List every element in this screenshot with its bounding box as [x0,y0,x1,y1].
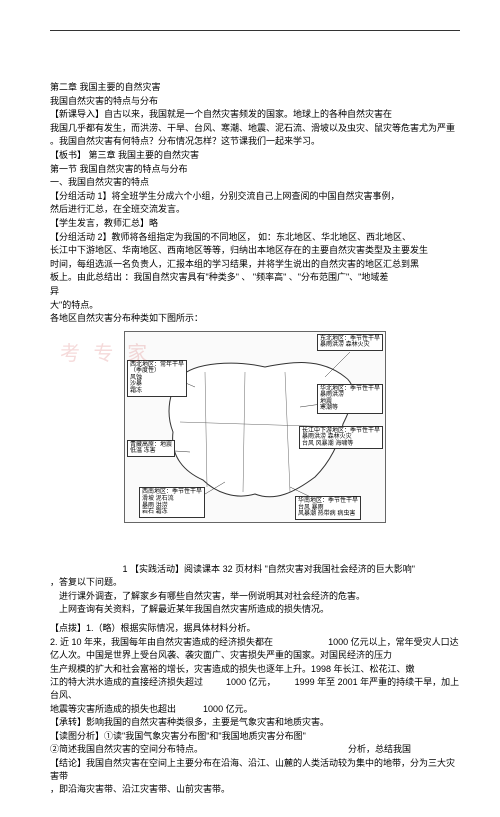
map-intro: 各地区自然灾害分布种类如下图所示： [50,312,460,325]
callout-north: 华北地区：季节性干旱暴雨洪涝地震寒潮等 [317,384,383,414]
practice-line: 1 【实践活动】阅读课本 32 页材料 "自然灾害对我国社会经济的巨大影响" [50,563,460,576]
dot1b-suf: 亿元以上，常年受灾人口达 [351,637,459,647]
callout-northwest: 西北地区：常年干旱（季度性）风蚀沙暴霜冻 [127,360,187,397]
cb-c-suf: 分析，总结我国 [348,744,411,754]
group2c: 时间，每组选派一名负责人，汇报本组的学习结果，并将学生说出的自然灾害的地区汇总到… [50,258,460,271]
cb-a: 【承转】影响我国的自然灾害种类很多，主要是气象灾害和地质灾害。 [50,716,460,729]
group2e: 异 [50,285,460,298]
section-line: 第一节 我国自然灾害的特点与分布 [50,163,460,176]
practice-page: 32 页材料 "自然灾害对我国社会经济的巨大影响" [223,564,415,574]
intro-line-3: 。我国自然灾害有何特点？分布情况怎样？这节课我们一起来学习。 [50,135,460,148]
q1: 进行课外调查，了解家乡有哪些自然灾害，举一例说明其对社会经济的危害。 [50,590,460,603]
intro-line-2: 我国几乎都有发生，而洪涝、干旱、台风、寒潮、地震、泥石流、滑坡以及虫灾、鼠灾等危… [50,122,460,135]
q2: 上网查询有关资料，了解最近某年我国自然灾害所造成的损失情况。 [50,603,460,616]
header-rule [50,30,460,31]
group2a: 【分组活动 2】教师将各组指定为我国的不同地区， 如：东北地区、华北地区、西北地… [50,231,460,244]
dot2c-pre: 江的特大洪水造成的直接经济损失超过 [50,677,203,687]
group2f: 大"的特点。 [50,299,460,312]
group2b: 长江中下游地区、华南地区、西南地区等等，归纳出本地区存在的主要自然灾害类型及主要… [50,244,460,257]
dot1a: 【点拨】1.（略）根据实际情况，据具体材料分析。 [50,622,460,635]
student-say: 【学生发言，教师汇总】略 [50,217,460,230]
point1-line: 一、我国自然灾害的特点 [50,176,460,189]
dot1b-num: 1000 [328,637,348,647]
callout-southwest: 西南地区：季节性干旱滑坡 泥石流暴雨 洪涝岩石 霜冻 [139,487,205,517]
num-1: 1 [123,564,128,574]
chapter-title: 第二章 我国主要的自然灾害 [50,81,460,94]
callout-south: 华南地区：季节性干旱台风 暴雨风暴潮 热带病 病虫害 [295,496,361,520]
board-line: 【板书】 第三章 我国主要的自然灾害 [50,149,460,162]
subtitle: 我国自然灾害的特点与分布 [50,95,460,108]
cb-b: 【读图分析】①读"我国气象灾害分布图"和"我国地质灾害分布图" [50,730,460,743]
lower-block: 1 【实践活动】阅读课本 32 页材料 "自然灾害对我国社会经济的巨大影响" ，… [50,563,460,796]
dot2d-pre: 地震等灾害所造成的损失也超出 [50,704,176,714]
dot2c-n1: 1000 亿元， [226,677,276,687]
cb-c-pre: ②简述我国自然灾害的空间分布特点。 [50,744,203,754]
practice-label: 【实践活动】阅读课本 [130,564,220,574]
cb-c: ②简述我国自然灾害的空间分布特点。 分析，总结我国 [50,743,460,756]
intro-line-1: 【新课导入】自古以来，我国就是一个自然灾害频发的国家。地球上的各种自然灾害在 [50,108,460,121]
end1: 【结论】我国自然灾害在空间上主要分布在沿海、沿江、山麓的人类活动较为集中的地带，… [50,757,460,782]
callout-tibet: 青藏高原：地震低温 冻害 [127,440,175,457]
china-map-figure: 东北地区：季节性干旱暴雨洪涝 森林火灾 西北地区：常年干旱（季度性）风蚀沙暴霜冻… [124,331,386,523]
answer-label: ，答复以下问题。 [50,576,460,589]
callout-midchina: 长江中下游地区：季节性干旱暴雨洪涝 森林火灾台风 风暴潮 海啸等 [299,426,383,450]
end2: ，即沿海灾害带、沿江灾害带、山前灾害带。 [50,783,460,796]
group1a: 【分组活动 1】将全班学生分成六个小组，分别交流自己上网查阅的中国自然灾害事例， [50,190,460,203]
dot2a: 亿人次。中国是世界上受台风袭、袭灾面广、灾害损失严重的国家。对国民经济的压力 [50,649,460,662]
dot2d-n: 1000 亿元。 [203,704,253,714]
dot2d: 地震等灾害所造成的损失也超出 1000 亿元。 [50,703,460,716]
dot2c: 江的特大洪水造成的直接经济损失超过 1000 亿元， 1999 年至 2001 … [50,676,460,701]
page-container: 第二章 我国主要的自然灾害 我国自然灾害的特点与分布 【新课导入】自古以来，我国… [0,0,500,817]
callout-northeast: 东北地区：季节性干旱暴雨洪涝 森林火灾 [317,334,383,351]
dot2b: 生产规模的扩大和社会富裕的增长，灾害造成的损失也逐年上升。1998 年长江、松花… [50,663,460,676]
group1b: 然后进行汇总，在全班交流发言。 [50,203,460,216]
dot1b: 2. 近 10 年来，我国每年由自然灾害造成的经济损失都在 1000 亿元以上，… [50,636,460,649]
dot1b-pre: 2. 近 10 年来，我国每年由自然灾害造成的经济损失都在 [50,637,273,647]
group2d: 板上。由此总结出 ：我国自然灾害具有"种类多" 、 "频率高" 、"分布范围广"… [50,271,460,284]
